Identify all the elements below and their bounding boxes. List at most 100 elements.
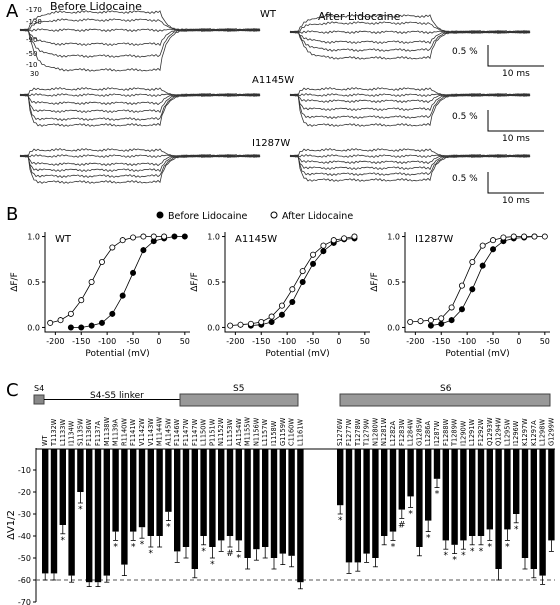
y-tick-label: -30 (18, 510, 31, 519)
data-point (417, 318, 424, 325)
bar (389, 449, 397, 532)
category-label: Q1293W (486, 417, 494, 446)
category-label: L1153W (226, 419, 234, 446)
fit-curve (50, 236, 165, 324)
category-label: V1143W (147, 418, 155, 446)
data-point (47, 319, 54, 326)
category-label: L1133W (59, 419, 67, 446)
scale-bar-a1145w: 0.5 % 10 ms (452, 110, 544, 144)
significance-marker: # (398, 520, 406, 530)
x-tick-label: -150 (72, 337, 90, 346)
data-point (427, 317, 434, 324)
category-label: N1280W (371, 417, 379, 446)
trace (289, 29, 531, 60)
x-tick-label: 50 (540, 337, 550, 346)
category-label: I1134W (68, 420, 76, 446)
bar (147, 449, 154, 536)
data-point (351, 233, 358, 240)
category-label: C1160W (288, 418, 296, 446)
y-tick-label: -60 (18, 576, 31, 585)
trace (19, 153, 261, 159)
significance-marker: * (435, 490, 440, 500)
category-label: F1141W (129, 418, 137, 446)
bar (451, 449, 458, 545)
bar (495, 449, 502, 569)
scale-bars: 0.5 % 10 ms 0.5 % 10 ms 0.5 % 10 ms (452, 45, 544, 206)
significance-marker: * (201, 547, 206, 557)
data-point (490, 246, 497, 253)
col-title-before: Before Lidocaine (50, 0, 142, 13)
significance-marker: * (514, 525, 519, 535)
x-tick-label: -100 (98, 337, 116, 346)
bar (477, 449, 485, 536)
bar (539, 449, 546, 576)
voltage-label: -10 (26, 61, 37, 69)
bar (50, 449, 58, 574)
bar (121, 449, 128, 565)
trace (289, 92, 531, 112)
category-label: F1147W (191, 418, 199, 446)
scale-bar-i1287w: 0.5 % 10 ms (452, 172, 544, 206)
data-point (109, 310, 116, 317)
bar (469, 449, 476, 536)
scale-ms-wt: 10 ms (502, 69, 530, 79)
data-point (98, 319, 105, 326)
row-label-i1287w: I1287W (252, 138, 290, 149)
category-label: F1288W (442, 418, 450, 446)
col-title-after: After Lidocaine (318, 10, 401, 23)
category-label: F1146W (173, 418, 181, 446)
data-point (500, 234, 507, 241)
y-axis-label: ΔF/F (10, 272, 20, 292)
significance-marker: * (452, 556, 457, 566)
bar (425, 449, 432, 521)
trace (19, 92, 261, 127)
category-label: WT (41, 434, 49, 446)
category-label: F1136W (85, 418, 93, 446)
trace (19, 153, 261, 173)
row-label-wt: WT (260, 9, 277, 20)
fit-curve (410, 236, 545, 323)
y-tick-label: 1.0 (27, 233, 40, 242)
significance-marker: * (470, 547, 475, 557)
data-point (469, 258, 476, 265)
data-point (88, 322, 95, 329)
bar (156, 449, 163, 536)
axes (44, 232, 190, 333)
bar (103, 449, 110, 576)
scale-ms-a1145w: 10 ms (502, 134, 530, 144)
data-point (458, 306, 465, 313)
panel-label-c: C (6, 380, 19, 401)
category-label: A1145W (164, 418, 172, 446)
fluorescence-traces (19, 10, 531, 184)
row-label-a1145w: A1145W (252, 75, 294, 86)
trace (19, 27, 261, 59)
category-label: M1138W (103, 417, 111, 446)
x-tick-label: -150 (432, 337, 450, 346)
y-tick-label: 0.0 (387, 323, 400, 332)
bar (42, 449, 49, 574)
category-label: P1151W (208, 418, 216, 446)
bar (407, 449, 414, 497)
trace (19, 153, 261, 179)
bar (288, 449, 295, 556)
category-label: G1299W (547, 417, 555, 446)
bar (191, 449, 198, 569)
significance-marker: # (226, 549, 234, 559)
category-label: L1298W (539, 419, 547, 446)
trace (19, 92, 261, 98)
legend-label-before: Before Lidocaine (168, 211, 248, 222)
bar (112, 449, 119, 532)
data-point (438, 320, 445, 327)
bar (297, 449, 304, 583)
bar (209, 449, 216, 547)
x-tick-label: -50 (126, 337, 139, 346)
bar (363, 449, 370, 554)
legend-marker-after (270, 211, 278, 219)
category-label: I1287W (433, 420, 441, 446)
plot-title: I1287W (415, 234, 453, 245)
data-point (227, 322, 234, 329)
trace (19, 27, 261, 47)
data-point (310, 251, 317, 258)
dose-plot-a1145w: 0.0 0.5 1.0 -200 -150 -100 -50 0 50 A1145W ΔF/F Pot… (190, 232, 370, 359)
data-point (57, 317, 64, 324)
